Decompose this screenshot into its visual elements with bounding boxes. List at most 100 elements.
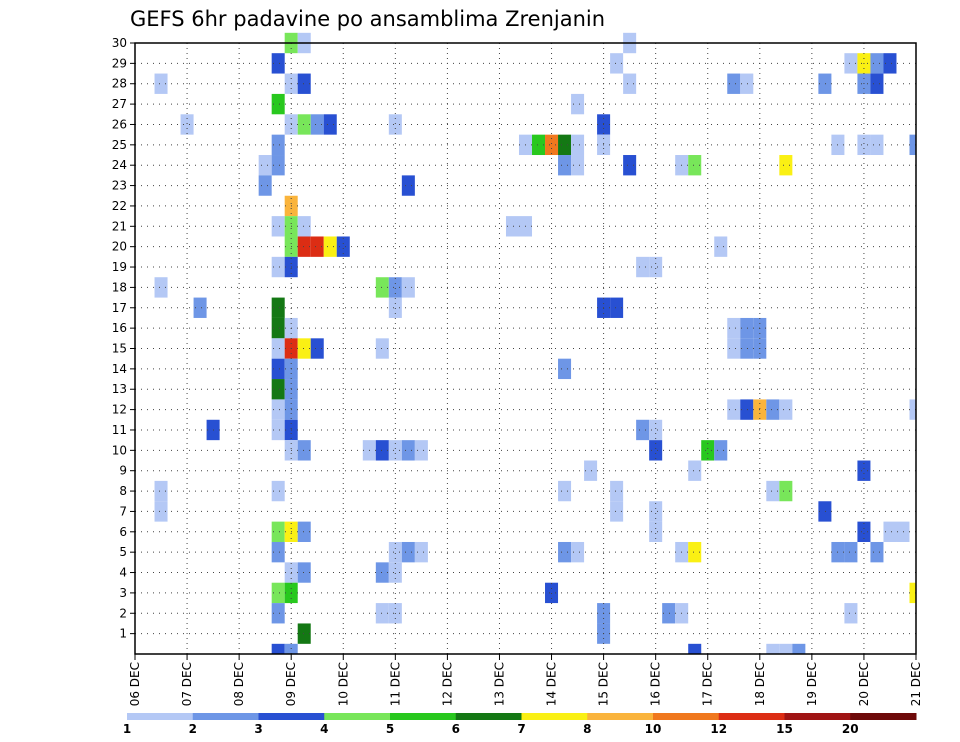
colorbar-swatch [390, 713, 457, 720]
heatmap-cell [727, 73, 741, 94]
heatmap-cell [623, 73, 637, 94]
y-tick-label: 22 [112, 199, 127, 213]
heatmap-cell [271, 603, 285, 624]
heatmap-cell [271, 399, 285, 420]
heatmap-cell [766, 480, 780, 502]
y-tick-label: 4 [119, 566, 127, 580]
y-tick-label: 24 [112, 158, 127, 172]
y-tick-label: 25 [112, 138, 127, 152]
heatmap-cell [844, 603, 858, 624]
colorbar-swatch [587, 713, 654, 720]
x-tick-label: 06 DEC [128, 662, 142, 706]
heatmap-cell [623, 155, 637, 176]
colorbar-swatch [127, 713, 194, 720]
heatmap-cell [180, 114, 194, 135]
heatmap-cell [909, 582, 916, 604]
x-tick-label: 11 DEC [388, 662, 402, 706]
heatmap-cell [297, 562, 311, 583]
heatmap-cell [375, 277, 389, 298]
heatmap-cell [271, 155, 285, 176]
colorbar-swatch [653, 713, 720, 720]
heatmap-cell [870, 53, 884, 74]
heatmap-cell [818, 73, 832, 94]
x-tick-label: 13 DEC [492, 662, 506, 706]
y-tick-label: 7 [119, 504, 127, 518]
heatmap-cell [271, 358, 285, 380]
heatmap-cell [883, 521, 897, 542]
colorbar-label: 3 [254, 722, 262, 736]
y-tick-label: 14 [112, 362, 127, 376]
heatmap-cell [584, 460, 598, 481]
heatmap-cell [727, 317, 741, 339]
y-tick-label: 29 [112, 56, 127, 70]
heatmap-cell [571, 134, 585, 156]
heatmap-cell [844, 541, 858, 563]
heatmap-cell [558, 358, 572, 380]
heatmap-cell [388, 562, 402, 583]
heatmap-cell [740, 338, 754, 359]
heatmap-cell [505, 216, 519, 237]
y-tick-label: 3 [119, 586, 127, 600]
colorbar-label: 10 [645, 722, 662, 736]
y-tick-label: 27 [112, 97, 127, 111]
heatmap-cell [414, 541, 428, 563]
heatmap-cell [649, 419, 663, 441]
heatmap-cell [375, 440, 389, 461]
x-tick-label: 14 DEC [545, 662, 559, 706]
y-tick-label: 17 [112, 301, 127, 315]
heatmap-cell [857, 134, 871, 156]
x-tick-label: 18 DEC [753, 662, 767, 706]
heatmap-cell [271, 53, 285, 74]
heatmap-cell [688, 541, 702, 563]
axes: 1234567891011121314151617181920212223242… [112, 36, 923, 706]
heatmap-cells [154, 32, 916, 654]
heatmap-cell [297, 440, 311, 461]
colorbar-swatch [192, 713, 259, 720]
heatmap-cell [740, 399, 754, 420]
heatmap-cell [688, 460, 702, 481]
heatmap-cell [271, 256, 285, 278]
x-tick-label: 10 DEC [336, 662, 350, 706]
heatmap-cell [714, 440, 728, 461]
colorbar-label: 2 [189, 722, 197, 736]
heatmap-cell [571, 155, 585, 176]
heatmap-cell [727, 399, 741, 420]
x-tick-label: 09 DEC [284, 662, 298, 706]
heatmap-cell [545, 582, 559, 604]
heatmap-cell [297, 521, 311, 542]
heatmap-cell [870, 73, 884, 94]
y-tick-label: 26 [112, 117, 127, 131]
heatmap-cell [883, 53, 897, 74]
heatmap-cell [779, 399, 793, 420]
heatmap-cell [258, 155, 272, 176]
heatmap-cell [271, 541, 285, 563]
heatmap-cell [545, 134, 559, 156]
heatmap-cell [779, 155, 793, 176]
heatmap-cell [297, 73, 311, 94]
heatmap-cell [870, 134, 884, 156]
heatmap-cell [388, 440, 402, 461]
heatmap-cell [310, 236, 324, 257]
heatmap-cell [909, 399, 916, 420]
heatmap-cell [271, 480, 285, 502]
heatmap-cell [636, 419, 650, 441]
x-tick-label: 07 DEC [180, 662, 194, 706]
heatmap-cell [649, 440, 663, 461]
y-tick-label: 15 [112, 342, 127, 356]
heatmap-cell [558, 155, 572, 176]
heatmap-cell [558, 480, 572, 502]
heatmap-cell [571, 541, 585, 563]
y-tick-label: 12 [112, 403, 127, 417]
x-tick-label: 16 DEC [649, 662, 663, 706]
heatmap-cell [388, 541, 402, 563]
heatmap-cell [401, 541, 415, 563]
heatmap-cell [310, 338, 324, 359]
colorbar-swatch [784, 713, 851, 720]
x-tick-label: 21 DEC [909, 662, 923, 706]
colorbar-label: 15 [776, 722, 793, 736]
heatmap-cell [154, 277, 168, 298]
y-tick-label: 9 [119, 464, 127, 478]
heatmap-cell [401, 175, 415, 196]
colorbar-swatch [324, 713, 391, 720]
